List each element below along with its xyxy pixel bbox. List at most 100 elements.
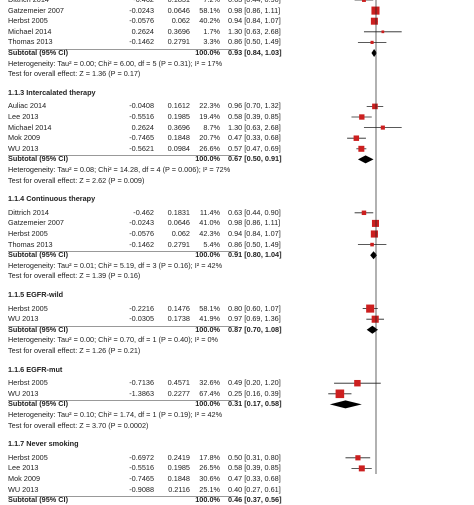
study-row: Lee 2013 -0.5516 0.1985 26.5% 0.58 [0.39, 0.… bbox=[0, 463, 474, 473]
subtotal-ci: 0.91 [0.80, 1.04] bbox=[228, 250, 282, 260]
study-row: Auliac 2014 -0.0408 0.1612 22.3% 0.96 [0.70,… bbox=[0, 101, 474, 111]
study-name: Herbst 2005 bbox=[8, 229, 48, 238]
standard-error: 0.3696 bbox=[167, 122, 190, 132]
study-box bbox=[371, 219, 379, 227]
study-box bbox=[361, 210, 367, 216]
study-box bbox=[358, 465, 365, 472]
hazard-ratio-ci: 0.96 [0.70, 1.32] bbox=[228, 101, 281, 111]
weight: 22.3% bbox=[199, 101, 220, 111]
weight: 41.0% bbox=[199, 218, 220, 228]
study-name: Lee 2013 bbox=[8, 112, 39, 121]
log-hr: -0.7465 bbox=[129, 474, 154, 483]
subtotal-label: Subtotal (95% CI) bbox=[8, 48, 68, 57]
group-heading-row: 1.1.7 Never smoking bbox=[0, 439, 474, 449]
overall-effect-row: Test for overall effect: Z = 1.36 (P = 0… bbox=[0, 69, 474, 79]
subtotal-separator bbox=[8, 155, 238, 157]
study-box bbox=[370, 230, 378, 238]
study-box bbox=[355, 455, 361, 461]
log-hr: -0.0576 bbox=[129, 229, 154, 238]
study-row: Mok 2009 -0.7465 0.1848 30.6% 0.47 [0.33, 0.… bbox=[0, 474, 474, 484]
weight: 19.4% bbox=[199, 112, 220, 121]
study-box bbox=[359, 114, 365, 120]
standard-error: 0.2791 bbox=[167, 239, 190, 249]
study-box bbox=[371, 6, 380, 15]
study-box bbox=[372, 103, 378, 110]
weight: 67.4% bbox=[199, 388, 220, 398]
study-row: Thomas 2013 -0.1462 0.2791 3.3% 0.86 [0.50, … bbox=[0, 37, 474, 47]
hazard-ratio-ci: 0.57 [0.47, 0.69] bbox=[228, 143, 281, 153]
study-box bbox=[366, 304, 375, 313]
subtotal-separator bbox=[8, 325, 238, 327]
hazard-ratio-ci: 0.49 [0.20, 1.20] bbox=[228, 378, 281, 388]
hazard-ratio-ci: 0.63 [0.44, 0.90] bbox=[228, 0, 281, 5]
group-heading: 1.1.5 EGFR-wild bbox=[8, 290, 64, 299]
subtotal-diamond bbox=[329, 400, 362, 409]
hazard-ratio-ci: 0.86 [0.50, 1.49] bbox=[228, 37, 281, 47]
study-name: Michael 2014 bbox=[8, 26, 52, 36]
log-hr: -0.5516 bbox=[129, 463, 154, 473]
study-box bbox=[335, 389, 345, 399]
weight: 25.1% bbox=[199, 484, 220, 494]
hazard-ratio-ci: 0.98 [0.86, 1.11] bbox=[228, 5, 281, 15]
standard-error: 0.0646 bbox=[167, 218, 190, 228]
study-row: Dittrich 2014 -0.462 0.1831 11.4% 0.63 [0.44… bbox=[0, 208, 474, 218]
group-heading-row: 1.1.6 EGFR-mut bbox=[0, 365, 474, 375]
subtotal-row: Subtotal (95% CI) 100.0% 0.67 [0.50, 0.91] bbox=[0, 154, 474, 164]
weight: 26.6% bbox=[199, 143, 220, 153]
study-row: Gatzemeier 2007 -0.0243 0.0646 58.1% 0.98 [0… bbox=[0, 6, 474, 16]
group-heading-row: 1.1.3 Intercalated therapy bbox=[0, 88, 474, 98]
standard-error: 0.1985 bbox=[167, 463, 190, 473]
heterogeneity-text: Heterogeneity: Tau² = 0.08; Chi² = 14.28… bbox=[8, 165, 231, 174]
weight: 26.5% bbox=[199, 463, 220, 473]
standard-error: 0.062 bbox=[171, 229, 190, 238]
weight: 7.2% bbox=[192, 0, 220, 5]
study-name: Dittrich 2014 bbox=[8, 0, 49, 5]
log-hr: -0.5621 bbox=[129, 143, 154, 153]
subtotal-weight: 100.0% bbox=[195, 154, 220, 164]
study-row: Herbst 2005 -0.0576 0.062 42.3% 0.94 [0.84, … bbox=[0, 229, 474, 239]
study-row: WU 2013 -0.5621 0.0984 26.6% 0.57 [0.47, 0.6… bbox=[0, 144, 474, 154]
standard-error: 0.1985 bbox=[167, 112, 190, 121]
weight: 58.1% bbox=[199, 303, 220, 313]
study-name: Thomas 2013 bbox=[8, 37, 53, 47]
standard-error: 0.1831 bbox=[158, 0, 190, 5]
study-name: Michael 2014 bbox=[8, 122, 52, 132]
subtotal-row: Subtotal (95% CI) 100.0% 0.46 [0.37, 0.56] bbox=[0, 495, 474, 505]
hazard-ratio-ci: 0.47 [0.33, 0.68] bbox=[228, 133, 281, 143]
heterogeneity-row: Heterogeneity: Tau² = 0.10; Chi² = 1.74,… bbox=[0, 410, 474, 420]
overall-effect-text: Test for overall effect: Z = 1.26 (P = 0… bbox=[8, 346, 141, 355]
log-hr: -0.7465 bbox=[129, 133, 154, 143]
subtotal-diamond bbox=[370, 251, 378, 260]
study-row: Herbst 2005 -0.6972 0.2419 17.8% 0.50 [0.31,… bbox=[0, 453, 474, 463]
log-hr: 0.2624 bbox=[131, 26, 154, 36]
subtotal-row: Subtotal (95% CI) 100.0% 0.91 [0.80, 1.04] bbox=[0, 250, 474, 260]
standard-error: 0.0646 bbox=[167, 5, 190, 15]
hazard-ratio-ci: 0.50 [0.31, 0.80] bbox=[228, 452, 281, 462]
subtotal-ci: 0.87 [0.70, 1.08] bbox=[228, 324, 282, 334]
weight: 20.7% bbox=[199, 133, 220, 143]
study-name: WU 2013 bbox=[8, 484, 39, 494]
study-name: Mok 2009 bbox=[8, 474, 41, 483]
standard-error: 0.2277 bbox=[167, 388, 190, 398]
subtotal-row: Subtotal (95% CI) 100.0% 0.87 [0.70, 1.08] bbox=[0, 325, 474, 335]
subtotal-separator bbox=[8, 251, 238, 253]
subtotal-weight: 100.0% bbox=[195, 495, 220, 505]
study-box bbox=[371, 315, 379, 323]
log-hr: -0.0305 bbox=[129, 314, 154, 324]
subtotal-weight: 100.0% bbox=[195, 324, 220, 334]
subtotal-ci: 0.93 [0.84, 1.03] bbox=[228, 48, 282, 57]
study-row: Michael 2014 0.2624 0.3696 1.7% 1.30 [0.63, … bbox=[0, 27, 474, 37]
forest-plot-graphic bbox=[328, 0, 402, 474]
heterogeneity-row: Heterogeneity: Tau² = 0.08; Chi² = 14.28… bbox=[0, 165, 474, 175]
standard-error: 0.2791 bbox=[167, 37, 190, 47]
hazard-ratio-ci: 0.86 [0.50, 1.49] bbox=[228, 239, 281, 249]
subtotal-weight: 100.0% bbox=[195, 250, 220, 260]
log-hr: -1.3863 bbox=[129, 388, 154, 398]
subtotal-label: Subtotal (95% CI) bbox=[8, 324, 68, 334]
group-heading: 1.1.4 Continuous therapy bbox=[8, 194, 96, 204]
study-name: Gatzemeier 2007 bbox=[8, 218, 64, 228]
study-name: WU 2013 bbox=[8, 314, 39, 324]
subtotal-row: Subtotal (95% CI) 100.0% 0.31 [0.17, 0.58] bbox=[0, 399, 474, 409]
standard-error: 0.4571 bbox=[167, 378, 190, 388]
study-row: Mok 2009 -0.7465 0.1848 20.7% 0.47 [0.33, 0.… bbox=[0, 133, 474, 143]
